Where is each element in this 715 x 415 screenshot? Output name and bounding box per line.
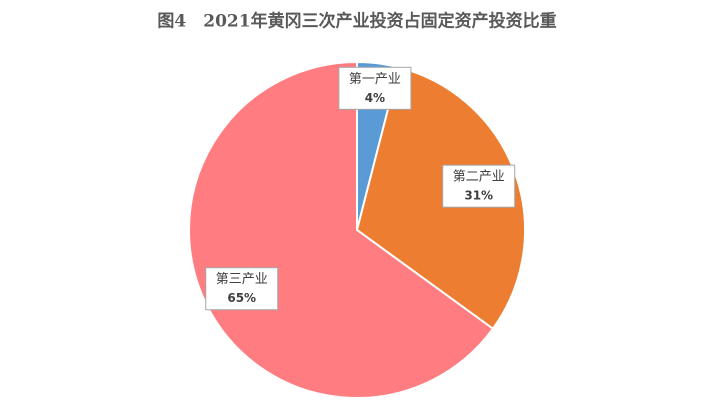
chart-title: 图4 2021年黄冈三次产业投资占固定资产投资比重 <box>157 11 556 32</box>
data-label-value: 4% <box>365 91 385 105</box>
data-label-value: 65% <box>227 291 256 305</box>
data-label-box <box>442 164 516 208</box>
data-label-name: 第三产业 <box>216 272 268 287</box>
data-label-box <box>205 267 279 311</box>
data-label-name: 第二产业 <box>453 170 505 185</box>
data-label-name: 第一产业 <box>349 72 401 87</box>
data-label-box <box>338 66 412 110</box>
data-label-value: 31% <box>464 189 493 203</box>
